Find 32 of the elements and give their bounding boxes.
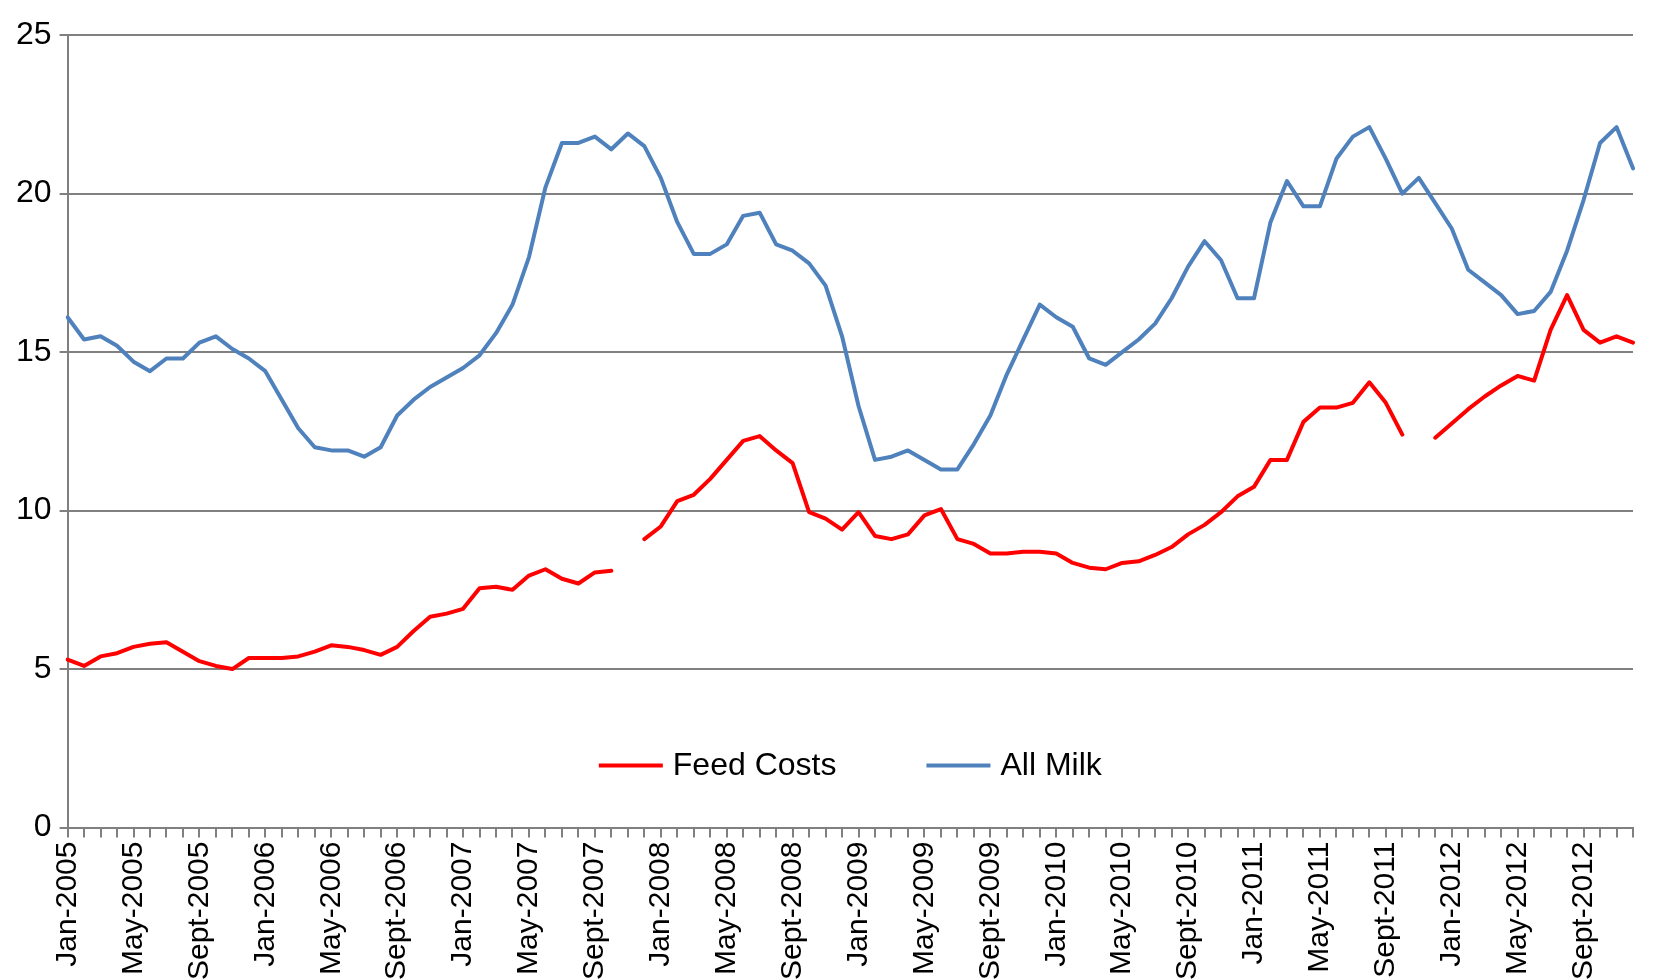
x-tick-label: Sept-2011 xyxy=(1367,841,1401,978)
x-tick-label: Sept-2006 xyxy=(378,841,412,980)
y-tick-label: 5 xyxy=(33,648,52,685)
x-tick-label: Sept-2008 xyxy=(773,841,807,980)
y-tick-label: 0 xyxy=(33,807,52,844)
x-tick-label: May-2007 xyxy=(510,841,544,975)
x-tick-label: May-2012 xyxy=(1498,841,1532,975)
x-tick-label: Jan-2005 xyxy=(48,841,82,967)
y-tick-label: 10 xyxy=(16,490,52,527)
x-tick-label: May-2006 xyxy=(312,841,346,975)
legend-label: All Milk xyxy=(1000,746,1103,783)
y-tick-label: 25 xyxy=(16,15,52,52)
x-tick-label: Sept-2012 xyxy=(1564,841,1598,980)
x-tick-label: Sept-2009 xyxy=(971,841,1005,980)
x-tick-label: Jan-2010 xyxy=(1037,841,1071,967)
x-tick-label: May-2005 xyxy=(114,841,148,975)
x-tick-label: Jan-2007 xyxy=(444,841,478,967)
x-tick-label: May-2010 xyxy=(1103,841,1137,975)
legend-label: Feed Costs xyxy=(672,746,837,783)
y-tick-label: 20 xyxy=(16,173,52,210)
x-tick-label: Sept-2007 xyxy=(576,841,610,980)
x-tick-label: Jan-2008 xyxy=(642,841,676,967)
x-tick-label: Jan-2011 xyxy=(1235,841,1269,965)
x-tick-label: Jan-2012 xyxy=(1433,841,1467,967)
x-tick-label: May-2008 xyxy=(707,841,741,975)
x-tick-label: May-2009 xyxy=(905,841,939,975)
x-tick-label: Jan-2009 xyxy=(839,841,873,967)
x-tick-label: May-2011 xyxy=(1301,841,1335,973)
x-tick-label: Jan-2006 xyxy=(246,841,280,967)
y-tick-label: 15 xyxy=(16,331,52,368)
x-tick-label: Sept-2010 xyxy=(1169,841,1203,980)
x-tick-label: Sept-2005 xyxy=(180,841,214,980)
